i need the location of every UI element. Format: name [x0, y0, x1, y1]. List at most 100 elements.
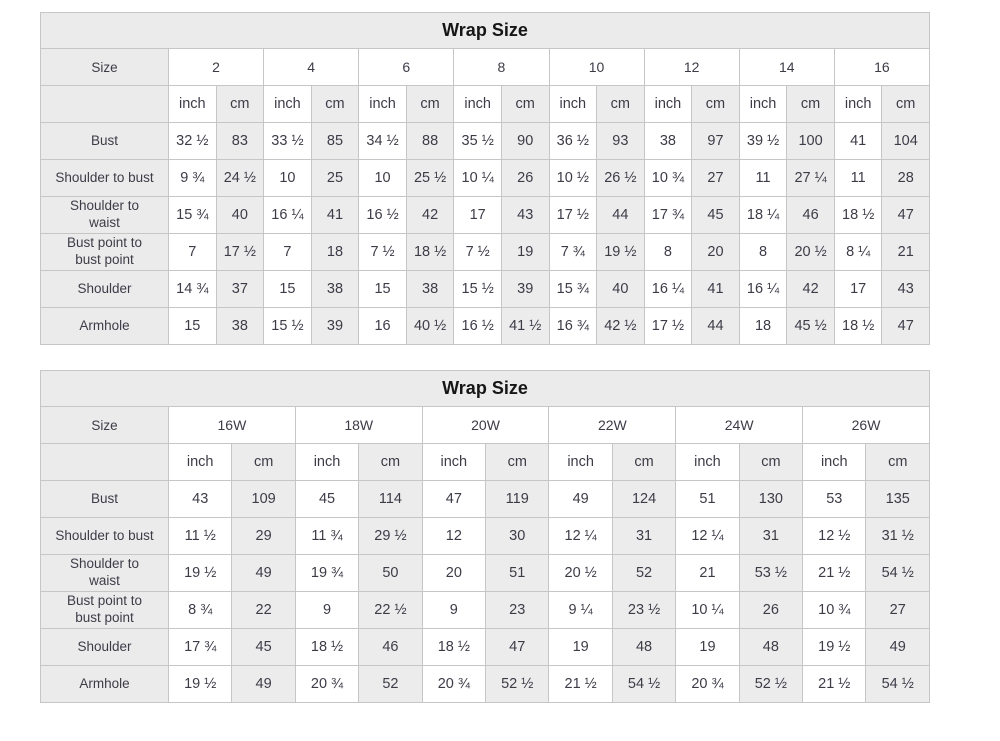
measurement-cell: 83: [215, 122, 265, 160]
measurement-cell: 15: [168, 307, 217, 345]
measurement-cell: 21: [881, 233, 930, 271]
measurement-cell: 45: [294, 480, 360, 518]
measurement-cell: 54 ½: [611, 665, 677, 703]
measurement-cell: 15 ½: [263, 307, 312, 345]
measurement-cell: 19 ½: [167, 665, 233, 703]
measurement-cell: 12 ¼: [675, 517, 740, 555]
measurement-cell: 16 ½: [358, 196, 407, 234]
measurement-cell: 11 ½: [167, 517, 233, 555]
size-column-header: 22W: [548, 406, 677, 444]
measurement-cell: 43: [881, 270, 930, 308]
measurement-cell: 23 ½: [611, 591, 677, 629]
measurement-cell: 38: [643, 122, 693, 160]
measurement-cell: 47: [421, 480, 487, 518]
size-column-header: 2: [167, 48, 265, 86]
measurement-cell: 10 ¼: [675, 591, 740, 629]
measurement-cell: 104: [881, 122, 930, 160]
size-column-header: 4: [263, 48, 360, 86]
row-label: Shoulder to waist: [40, 196, 169, 234]
measurement-cell: 26: [500, 159, 550, 197]
measurement-cell: 15 ½: [453, 270, 502, 308]
measurement-cell: 18 ½: [405, 233, 455, 271]
unit-header-cm: cm: [485, 443, 550, 481]
size-table-standard: Wrap Size Size 2 4 6 8 10 12 14 16 inch cm inch cm inc…: [40, 0, 931, 345]
unit-header-inch: inch: [167, 443, 233, 481]
measurement-cell: 34 ½: [358, 122, 407, 160]
measurement-cell: 16 ¼: [263, 196, 312, 234]
measurement-cell: 9 ¼: [548, 591, 613, 629]
measurement-cell: 135: [865, 480, 930, 518]
table-row: Shoulder to bust 11 ½ 29 11 ¾ 29 ½ 12 30 12 ¼ 31…: [40, 517, 930, 555]
unit-header-cm: cm: [500, 85, 550, 123]
measurement-cell: 26 ½: [596, 159, 645, 197]
size-column-header: 24W: [675, 406, 804, 444]
measurement-cell: 21: [675, 554, 740, 592]
measurement-cell: 21 ½: [802, 554, 867, 592]
measurement-cell: 12 ¼: [548, 517, 613, 555]
unit-header-inch: inch: [548, 85, 598, 123]
unit-header-cm: cm: [231, 443, 296, 481]
measurement-cell: 27: [865, 591, 930, 629]
measurement-cell: 19: [500, 233, 550, 271]
measurement-cell: 109: [231, 480, 296, 518]
measurement-cell: 53 ½: [738, 554, 804, 592]
measurement-cell: 38: [215, 307, 265, 345]
measurement-cell: 29 ½: [358, 517, 423, 555]
measurement-cell: 33 ½: [263, 122, 312, 160]
measurement-cell: 100: [786, 122, 835, 160]
measurement-cell: 10 ¾: [643, 159, 693, 197]
unit-header-row: inch cm inch cm inch cm inch cm inch cm inch cm inch…: [40, 85, 930, 123]
measurement-cell: 10 ½: [548, 159, 598, 197]
measurement-cell: 18 ½: [833, 307, 883, 345]
measurement-cell: 90: [500, 122, 550, 160]
measurement-cell: 18 ½: [833, 196, 883, 234]
row-label: Shoulder to bust: [40, 517, 169, 555]
table-row: Bust 43 109 45 114 47 119 49 124 51 130 53 135: [40, 480, 930, 518]
measurement-cell: 54 ½: [865, 554, 930, 592]
measurement-cell: 7: [168, 233, 217, 271]
size-column-header: 14: [738, 48, 835, 86]
measurement-cell: 16 ½: [453, 307, 502, 345]
measurement-cell: 20: [421, 554, 487, 592]
table-row: Bust 32 ½ 83 33 ½ 85 34 ½ 88 35 ½ 90 36 ½ 93 38 97 39…: [40, 122, 930, 160]
size-header-row: Size 2 4 6 8 10 12 14 16: [40, 48, 931, 86]
measurement-cell: 52: [358, 665, 423, 703]
measurement-cell: 52: [611, 554, 677, 592]
table-row: Shoulder to waist 15 ¾ 40 16 ¼ 41 16 ½ 42 17 43 1…: [40, 196, 930, 234]
measurement-cell: 18: [738, 307, 788, 345]
unit-header-cm: cm: [881, 85, 930, 123]
unit-header-cm: cm: [691, 85, 740, 123]
title-row: Wrap Size: [40, 370, 930, 407]
measurement-cell: 43: [167, 480, 233, 518]
size-header-row: Size 16W 18W 20W 22W 24W 26W: [40, 406, 930, 444]
size-column-header: 16: [833, 48, 931, 86]
measurement-cell: 46: [786, 196, 835, 234]
measurement-cell: 51: [485, 554, 550, 592]
measurement-cell: 19: [548, 628, 613, 666]
size-column-header: 8: [453, 48, 550, 86]
measurement-cell: 48: [738, 628, 804, 666]
measurement-cell: 20 ¾: [421, 665, 487, 703]
row-label: Bust point to bust point: [40, 591, 169, 629]
measurement-cell: 14 ¾: [168, 270, 217, 308]
measurement-cell: 23: [485, 591, 550, 629]
measurement-cell: 15 ¾: [168, 196, 217, 234]
measurement-cell: 49: [548, 480, 613, 518]
unit-header-inch: inch: [675, 443, 740, 481]
measurement-cell: 12: [421, 517, 487, 555]
measurement-cell: 44: [596, 196, 645, 234]
unit-header-inch: inch: [168, 85, 217, 123]
measurement-cell: 18: [310, 233, 360, 271]
measurement-cell: 46: [358, 628, 423, 666]
measurement-cell: 85: [310, 122, 360, 160]
size-row-label: Size: [40, 48, 169, 86]
measurement-cell: 49: [231, 665, 296, 703]
unit-header-row: inch cm inch cm inch cm inch cm inch cm inch cm: [40, 443, 930, 481]
measurement-cell: 17 ½: [548, 196, 598, 234]
row-label: Bust: [40, 122, 169, 160]
unit-header-inch: inch: [358, 85, 407, 123]
measurement-cell: 114: [358, 480, 423, 518]
measurement-cell: 38: [310, 270, 360, 308]
measurement-cell: 10: [358, 159, 407, 197]
unit-header-cm: cm: [865, 443, 930, 481]
